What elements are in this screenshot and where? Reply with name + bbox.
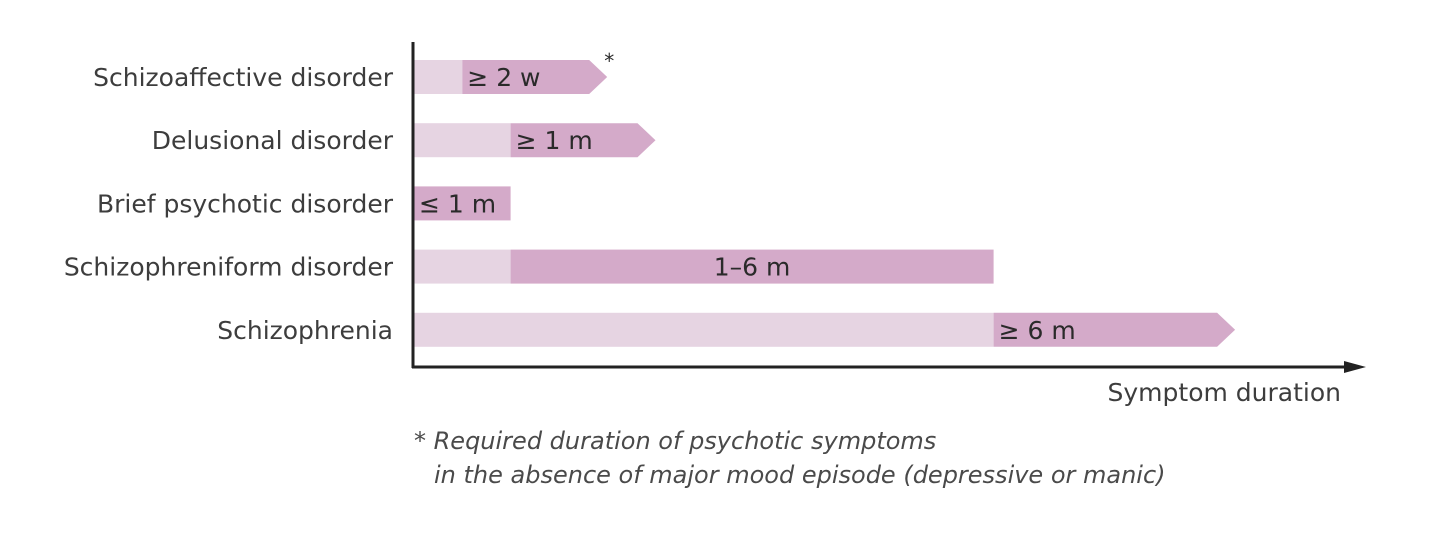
bar-required-schizoaffective-disorder <box>462 60 608 94</box>
bar-baseline-delusional-disorder <box>414 123 511 158</box>
bar-required-schizophrenia <box>993 312 1236 347</box>
bar-baseline-schizoaffective-disorder <box>414 60 463 94</box>
footnote-line-2: in the absence of major mood episode (de… <box>434 461 1166 489</box>
bar-baseline-schizophreniform-disorder <box>414 249 511 284</box>
category-label-brief-psychotic-disorder: Brief psychotic disorder <box>97 189 394 218</box>
category-label-schizophrenia: Schizophrenia <box>217 316 393 345</box>
bar-required-delusional-disorder <box>510 123 656 158</box>
bar-label-schizophreniform-disorder: 1–6 m <box>714 253 791 282</box>
bar-required-schizophreniform-disorder <box>510 249 994 284</box>
bar-label-delusional-disorder: ≥ 1 m <box>516 126 593 155</box>
bars-layer: ≥ 2 w * ≥ 1 m ≤ 1 m 1–6 m ≥ 6 m <box>414 49 1236 347</box>
category-labels: Schizoaffective disorder Delusional disor… <box>64 63 394 345</box>
category-label-schizophreniform-disorder: Schizophreniform disorder <box>64 253 394 282</box>
footnote: * Required duration of psychotic symptom… <box>414 424 1166 492</box>
bar-label-schizoaffective-disorder: ≥ 2 w <box>467 63 540 92</box>
category-label-delusional-disorder: Delusional disorder <box>152 126 394 155</box>
bar-label-brief-psychotic-disorder: ≤ 1 m <box>419 189 496 218</box>
x-axis-arrowhead <box>1344 361 1366 373</box>
bar-baseline-schizophrenia <box>414 312 994 347</box>
bar-required-brief-psychotic-disorder <box>414 186 511 221</box>
x-axis-label: Symptom duration <box>1108 378 1341 407</box>
axes: Symptom duration <box>411 42 1366 407</box>
asterisk-mark: * <box>604 49 614 73</box>
footnote-line-1: * Required duration of psychotic symptom… <box>414 427 937 455</box>
bar-label-schizophrenia: ≥ 6 m <box>999 316 1076 345</box>
category-label-schizoaffective-disorder: Schizoaffective disorder <box>93 63 394 92</box>
